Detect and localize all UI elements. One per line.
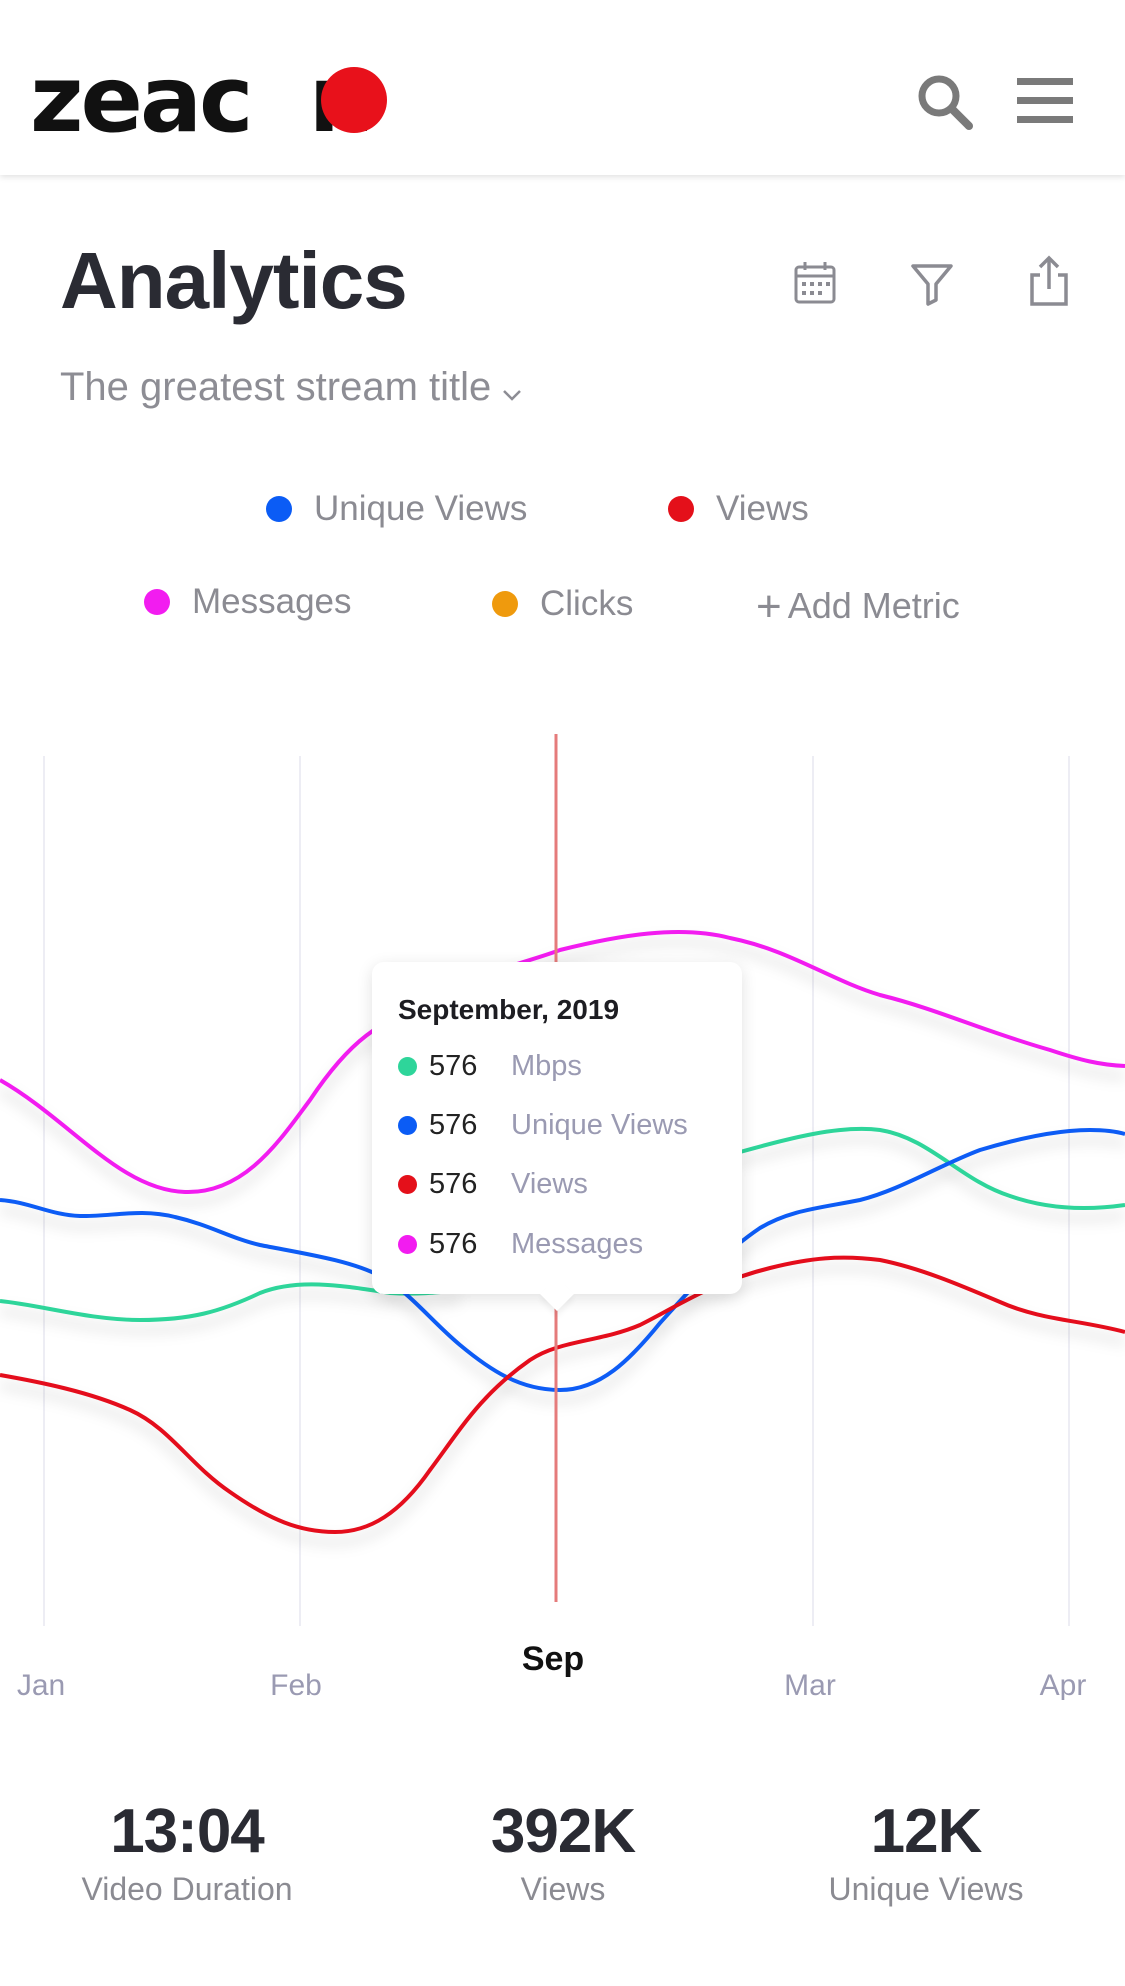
unique-views-dot-icon: [266, 496, 292, 522]
legend-item-clicks[interactable]: Clicks: [492, 584, 633, 624]
tooltip-row-views: 576 Views: [398, 1168, 588, 1201]
add-metric-label: Add Metric: [787, 585, 960, 626]
x-label-jan: Jan: [17, 1669, 65, 1700]
stream-title-dropdown[interactable]: The greatest stream title: [60, 365, 523, 412]
tooltip-value: 576: [429, 1168, 478, 1200]
views-dot-icon: [668, 496, 694, 522]
messages-dot-icon: [398, 1235, 417, 1254]
add-metric-button[interactable]: + Add Metric: [756, 582, 960, 632]
legend-label: Messages: [192, 582, 352, 621]
legend-label: Clicks: [540, 584, 634, 623]
share-icon[interactable]: [1026, 255, 1072, 307]
logo-wordmark: zeac n: [30, 46, 374, 153]
tooltip-label: Messages: [511, 1228, 644, 1260]
x-label-apr: Apr: [1040, 1669, 1087, 1700]
tooltip-value: 576: [429, 1050, 478, 1082]
page-title: Analytics: [60, 236, 408, 325]
legend-item-unique-views[interactable]: Unique Views: [266, 489, 527, 529]
x-axis-labels: Jan Feb Sep Mar Apr: [17, 1640, 1087, 1700]
legend-item-views[interactable]: Views: [668, 489, 809, 529]
stat-value: 13:04: [110, 1797, 265, 1866]
stat-label: Video Duration: [81, 1871, 293, 1907]
unique-views-dot-icon: [398, 1116, 417, 1135]
legend-label: Views: [716, 489, 809, 528]
clicks-dot-icon: [492, 591, 518, 617]
series-line-messages: [0, 930, 1125, 1195]
zeacon-logo[interactable]: zeac n: [30, 50, 430, 150]
tooltip-row-messages: 576 Messages: [398, 1228, 643, 1261]
stat-label: Views: [520, 1871, 606, 1907]
tooltip-value: 576: [429, 1109, 478, 1141]
search-icon[interactable]: [915, 72, 975, 132]
logo-red-dot: [321, 67, 387, 133]
series-line-unique-views: [0, 1127, 1125, 1393]
messages-dot-icon: [144, 589, 170, 615]
x-label-mar: Mar: [784, 1669, 836, 1700]
tooltip-label: Unique Views: [511, 1109, 688, 1141]
filter-icon[interactable]: [910, 262, 954, 306]
calendar-icon[interactable]: [792, 260, 838, 306]
tooltip-label: Views: [511, 1168, 588, 1200]
stat-unique-views: 12K Unique Views: [766, 1796, 1086, 1908]
legend-label: Unique Views: [314, 489, 528, 528]
top-navigation-bar: zeac n: [0, 0, 1125, 175]
tooltip-value: 576: [429, 1228, 478, 1260]
stat-value: 12K: [870, 1797, 983, 1866]
views-dot-icon: [398, 1175, 417, 1194]
legend-item-messages[interactable]: Messages: [144, 582, 352, 622]
stat-views: 392K Views: [403, 1796, 723, 1908]
mbps-dot-icon: [398, 1057, 417, 1076]
stat-label: Unique Views: [828, 1871, 1024, 1907]
stream-title-label: The greatest stream title: [60, 365, 492, 409]
stat-video-duration: 13:04 Video Duration: [27, 1796, 347, 1908]
hamburger-menu-icon[interactable]: [1013, 75, 1075, 125]
plus-icon: +: [756, 582, 782, 631]
stat-value: 392K: [490, 1797, 636, 1866]
chart-tooltip: September, 2019 576 Mbps 576 Unique View…: [372, 962, 742, 1311]
chevron-down-icon: [501, 367, 523, 412]
series-line-views: [0, 1255, 1125, 1535]
x-label-feb: Feb: [270, 1669, 322, 1700]
x-label-sep: Sep: [522, 1640, 584, 1678]
tooltip-row-unique-views: 576 Unique Views: [398, 1109, 688, 1142]
tooltip-row-mbps: 576 Mbps: [398, 1050, 582, 1083]
tooltip-title: September, 2019: [398, 994, 620, 1025]
chart-gridlines: [43, 756, 1070, 1626]
tooltip-label: Mbps: [511, 1050, 582, 1082]
